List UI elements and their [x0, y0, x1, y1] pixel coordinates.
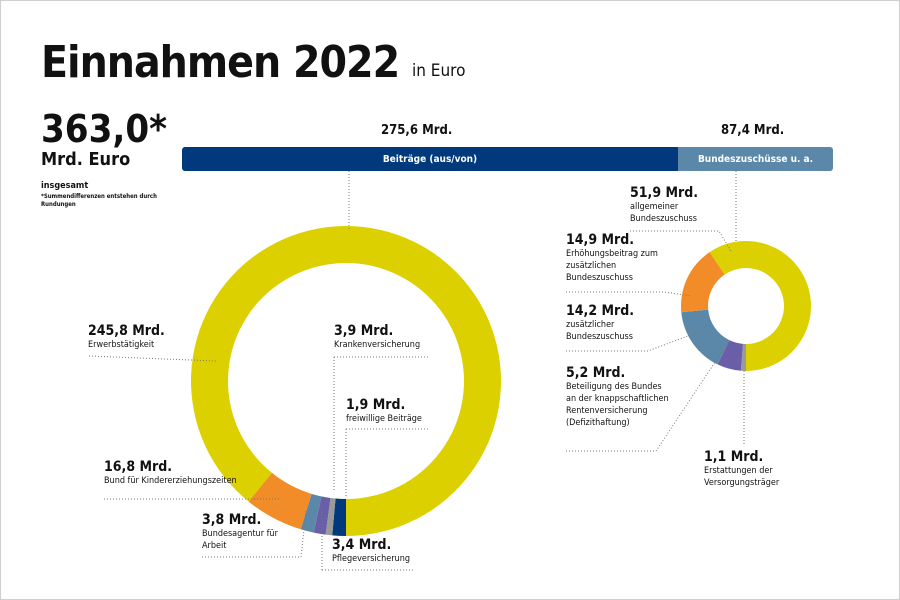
bar-bundeszuschuesse: Bundeszuschüsse u. a. — [678, 147, 833, 171]
value: 1,1 Mrd. — [704, 449, 764, 465]
total-label: insgesamt — [41, 181, 89, 191]
label-freiwillige: 1,9 Mrd. freiwillige Beiträge — [346, 397, 422, 425]
value: 51,9 Mrd. — [630, 185, 699, 201]
label-defizithaftung: 5,2 Mrd. Beteiligung des Bundes an der kn… — [566, 365, 671, 429]
total-value: 363,0* — [41, 107, 168, 151]
bundeszuschuesse-slice-1 — [717, 340, 743, 371]
value: 14,9 Mrd. — [566, 232, 635, 248]
leader-line-2 — [88, 355, 217, 362]
label-pflege: 3,4 Mrd. Pflegeversicherung — [332, 537, 410, 565]
page-title: Einnahmen 2022 — [41, 37, 400, 88]
value: 3,4 Mrd. — [332, 537, 392, 553]
beitraege-slice-0 — [332, 498, 346, 536]
bundeszuschuesse-slice-4 — [709, 240, 812, 371]
value: 245,8 Mrd. — [88, 323, 165, 339]
label-erhoehung: 14,9 Mrd. Erhöhungsbeitrag zum zusätzlich… — [566, 232, 666, 284]
bar-value-beitraege: 275,6 Mrd. — [381, 123, 453, 138]
text: zusätzlicher Bundeszuschuss — [566, 320, 633, 342]
text: Erhöhungsbeitrag zum zusätzlichen Bundes… — [566, 249, 658, 283]
text: Bundesagentur für Arbeit — [202, 529, 278, 551]
text: Krankenversicherung — [334, 340, 421, 350]
text: freiwillige Beiträge — [346, 414, 422, 424]
value: 16,8 Mrd. — [104, 459, 173, 475]
label-kindererziehung: 16,8 Mrd. Bund für Kindererziehungszeiten — [104, 459, 244, 487]
text: allgemeiner Bundeszuschuss — [630, 202, 697, 224]
bundeszuschuesse-slice-2 — [681, 309, 730, 365]
footnote: *Summendifferenzen entstehen durch Rundu… — [41, 193, 157, 208]
leader-line-12 — [566, 291, 692, 297]
bundeszuschuesse-slice-0 — [740, 343, 746, 371]
value: 14,2 Mrd. — [566, 303, 635, 319]
leader-line-14 — [566, 340, 730, 452]
text: Erwerbstätigkeit — [88, 340, 155, 350]
text: Erstattungen der Versorgungsträger — [704, 466, 780, 488]
leader-line-8 — [202, 510, 307, 558]
bar-beitraege: Beiträge (aus/von) — [182, 147, 678, 171]
text: Bund für Kindererziehungszeiten — [104, 476, 237, 486]
beitraege-slice-1 — [325, 497, 336, 536]
value: 3,9 Mrd. — [334, 323, 394, 339]
unit-label: in Euro — [412, 61, 466, 81]
value: 1,9 Mrd. — [346, 397, 406, 413]
label-allgemeiner: 51,9 Mrd. allgemeiner Bundeszuschuss — [630, 185, 740, 225]
bar-value-bundeszuschuesse: 87,4 Mrd. — [721, 123, 785, 138]
value: 3,8 Mrd. — [202, 512, 262, 528]
bundeszuschuesse-slice-3 — [681, 252, 725, 313]
label-erwerbstaetigkeit: 245,8 Mrd. Erwerbstätigkeit — [88, 323, 165, 351]
label-erstattungen: 1,1 Mrd. Erstattungen der Versorgungsträg… — [704, 449, 804, 489]
label-kranken: 3,9 Mrd. Krankenversicherung — [334, 323, 420, 351]
text: Pflegeversicherung — [332, 554, 410, 564]
value: 5,2 Mrd. — [566, 365, 626, 381]
beitraege-slice-4 — [248, 472, 312, 530]
total-unit: Mrd. Euro — [41, 149, 131, 170]
label-zusaetzlicher: 14,2 Mrd. zusätzlicher Bundeszuschuss — [566, 303, 666, 343]
beitraege-slice-3 — [300, 493, 322, 533]
text: Beteiligung des Bundes an der knappschaf… — [566, 382, 669, 428]
leader-line-13 — [566, 330, 702, 352]
label-bundesagentur: 3,8 Mrd. Bundesagentur für Arbeit — [202, 512, 292, 552]
